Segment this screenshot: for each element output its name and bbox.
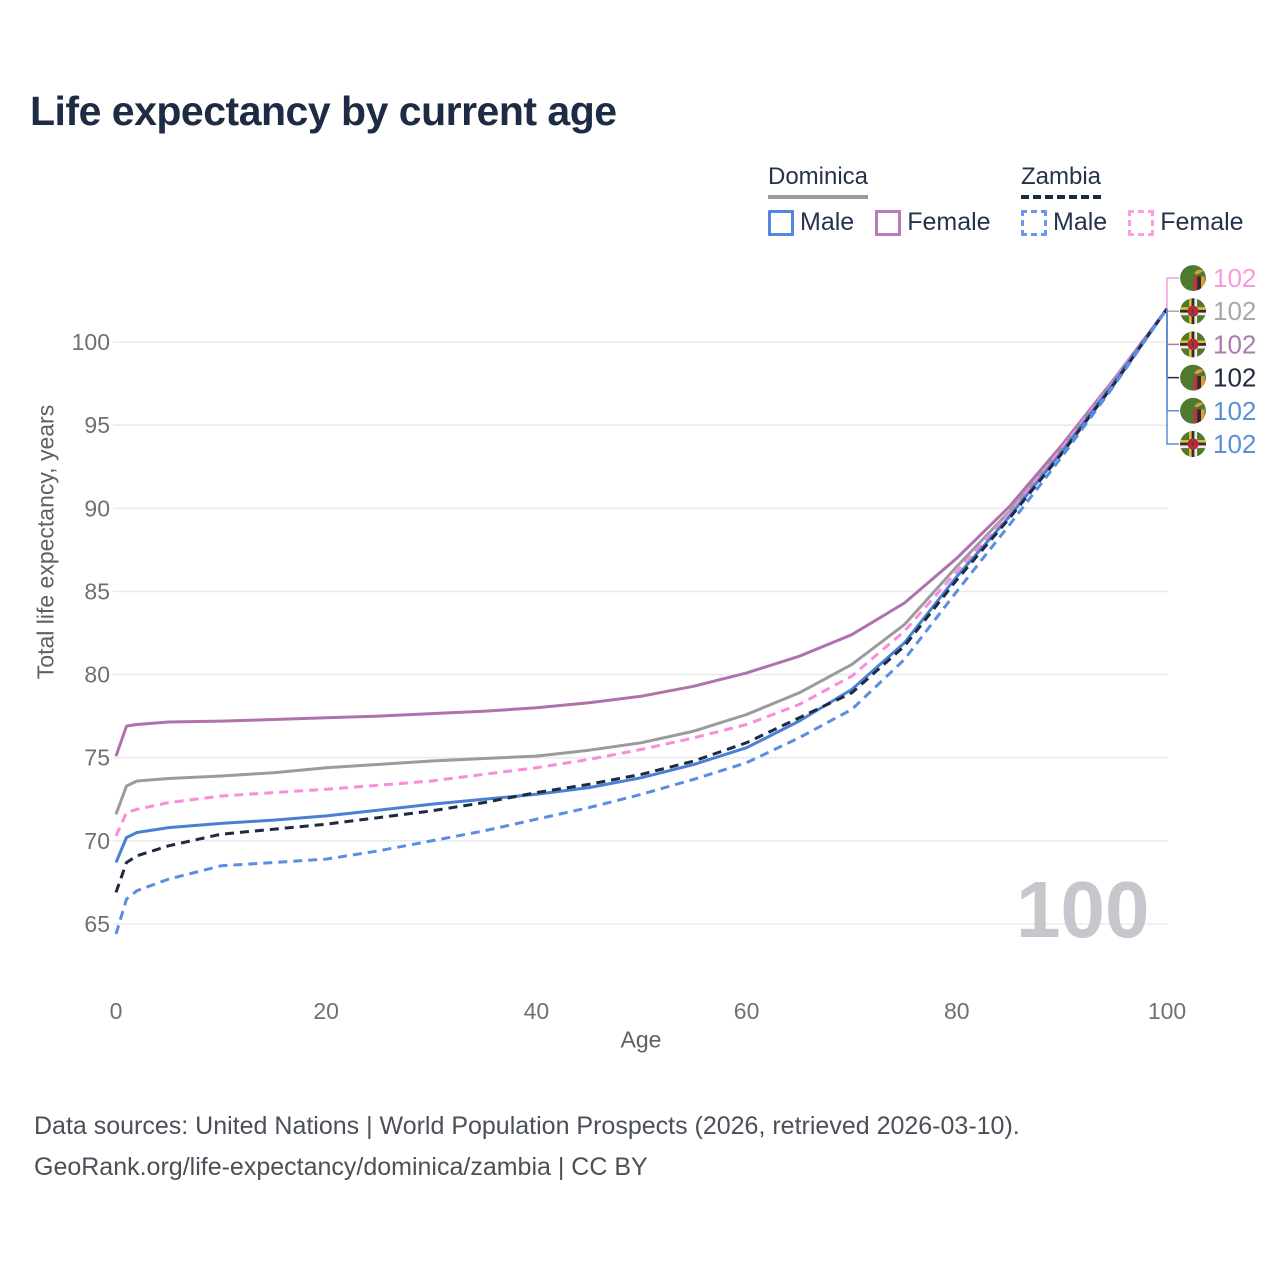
page-title: Life expectancy by current age: [30, 88, 617, 134]
y-tick-label-85: 85: [84, 578, 110, 604]
zambia-male-swatch-icon: [1021, 209, 1047, 236]
end-value-label-zambia: 102: [1213, 363, 1256, 393]
legend-group-zambia: Zambia Male Female: [1021, 163, 1265, 237]
end-label-connector: [1166, 308, 1179, 346]
y-tick-label-65: 65: [84, 911, 110, 937]
x-tick-label-20: 20: [313, 998, 339, 1024]
legend-country-dominica[interactable]: Dominica: [768, 163, 869, 199]
series-line-zambia[interactable]: [114, 307, 1169, 893]
x-axis-title: Age: [620, 1026, 662, 1053]
legend-country-zambia[interactable]: Zambia: [1021, 163, 1102, 199]
dominica-male-swatch-icon: [768, 209, 794, 236]
legend-group-dominica: Dominica Male Female: [768, 163, 1012, 237]
end-label-connector: [1166, 308, 1179, 379]
end-value-label-dominica: 102: [1213, 296, 1256, 326]
end-value-label-dominica-female: 102: [1213, 329, 1256, 359]
end-label-connector: [1166, 308, 1179, 412]
end-value-label-zambia-male: 102: [1213, 396, 1256, 426]
legend-item-zambia-male[interactable]: Male: [1021, 208, 1107, 237]
series-line-zambia-female[interactable]: [114, 307, 1169, 837]
legend-item-label: Female: [907, 208, 991, 236]
legend-item-dominica-female[interactable]: Female: [875, 208, 991, 237]
y-tick-label-90: 90: [84, 495, 110, 521]
end-label-connector: [1166, 308, 1179, 445]
footer-line-1: Data sources: United Nations | World Pop…: [34, 1112, 1020, 1140]
end-label-connector: [1166, 277, 1179, 309]
legend-item-label: Male: [800, 208, 855, 236]
x-tick-label-0: 0: [110, 998, 123, 1024]
y-tick-label-100: 100: [72, 329, 110, 355]
legend-item-zambia-female[interactable]: Female: [1128, 208, 1244, 237]
y-tick-label-70: 70: [84, 828, 110, 854]
zambia-female-swatch-icon: [1128, 209, 1155, 236]
end-value-label-zambia-female: 102: [1213, 263, 1256, 293]
x-tick-label-80: 80: [944, 998, 970, 1024]
x-tick-label-60: 60: [734, 998, 760, 1024]
legend-item-dominica-male[interactable]: Male: [768, 208, 854, 237]
end-value-label-dominica-male: 102: [1213, 429, 1256, 459]
y-tick-label-95: 95: [84, 412, 110, 438]
legend-item-label: Male: [1053, 208, 1108, 236]
zambia-flag-icon: [1180, 365, 1206, 392]
y-tick-label-80: 80: [84, 662, 110, 688]
series-line-zambia-male[interactable]: [114, 307, 1169, 935]
zambia-flag-icon: [1180, 265, 1206, 292]
x-tick-label-40: 40: [524, 998, 550, 1024]
series-line-dominica-female[interactable]: [114, 307, 1169, 757]
series-line-dominica[interactable]: [114, 307, 1169, 815]
footer-line-2: GeoRank.org/life-expectancy/dominica/zam…: [34, 1153, 648, 1181]
series-line-dominica-male[interactable]: [114, 307, 1169, 864]
dominica-female-swatch-icon: [875, 209, 902, 236]
legend-item-label: Female: [1160, 208, 1244, 236]
footer-attribution: Data sources: United Nations | World Pop…: [34, 1106, 1020, 1188]
y-tick-label-75: 75: [84, 745, 110, 771]
dominica-flag-icon: [1180, 331, 1206, 357]
end-label-connector: [1166, 308, 1179, 312]
watermark-100: 100: [1016, 865, 1150, 954]
zambia-flag-icon: [1180, 398, 1206, 425]
dominica-flag-icon: [1180, 298, 1206, 324]
dominica-flag-icon: [1180, 431, 1206, 457]
y-axis-title: Total life expectancy, years: [32, 404, 59, 680]
x-tick-label-100: 100: [1148, 998, 1186, 1024]
